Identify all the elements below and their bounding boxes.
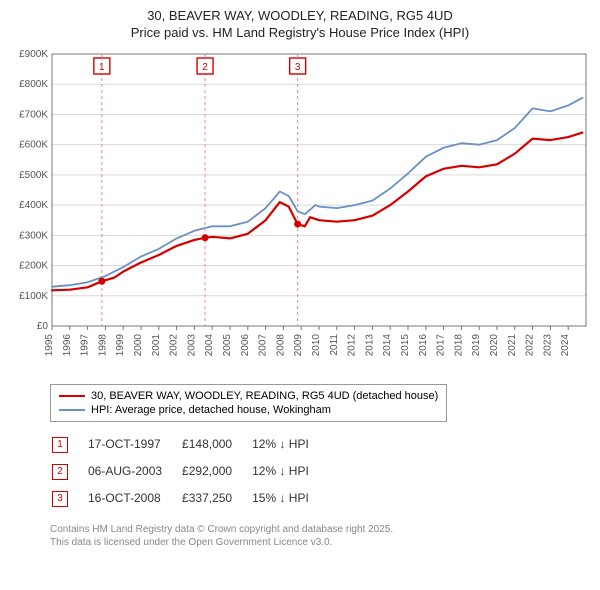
marker-pct: 12% ↓ HPI <box>252 432 327 457</box>
svg-text:2013: 2013 <box>364 333 375 356</box>
marker-date: 17-OCT-1997 <box>88 432 180 457</box>
svg-text:2012: 2012 <box>347 333 358 356</box>
svg-text:1995: 1995 <box>44 333 55 356</box>
svg-text:2002: 2002 <box>169 333 180 356</box>
svg-text:£0: £0 <box>37 321 49 332</box>
marker-number-box: 1 <box>52 437 68 453</box>
legend-item: 30, BEAVER WAY, WOODLEY, READING, RG5 4U… <box>59 389 438 403</box>
svg-text:2019: 2019 <box>471 333 482 356</box>
marker-row: 1 17-OCT-1997£148,00012% ↓ HPI <box>52 432 327 457</box>
title-line2: Price paid vs. HM Land Registry's House … <box>10 25 590 42</box>
svg-text:£300K: £300K <box>19 230 48 241</box>
legend-label: 30, BEAVER WAY, WOODLEY, READING, RG5 4U… <box>91 390 438 402</box>
chart-canvas: £0 £100K £200K £300K £400K £500K £600K £700K £80… <box>10 48 590 378</box>
svg-text:2016: 2016 <box>418 333 429 356</box>
svg-text:£700K: £700K <box>19 109 48 120</box>
legend-item: HPI: Average price, detached house, Woki… <box>59 403 438 417</box>
svg-text:2010: 2010 <box>311 333 322 356</box>
marker-price: £337,250 <box>182 486 250 511</box>
svg-text:2005: 2005 <box>222 333 233 356</box>
svg-text:£500K: £500K <box>19 170 48 181</box>
svg-text:1998: 1998 <box>97 333 108 356</box>
svg-text:£100K: £100K <box>19 291 48 302</box>
marker-number-box: 3 <box>52 491 68 507</box>
svg-text:2024: 2024 <box>560 333 571 356</box>
legend-swatch <box>59 395 85 397</box>
svg-text:2014: 2014 <box>382 333 393 356</box>
svg-text:3: 3 <box>295 62 301 73</box>
svg-text:2021: 2021 <box>507 333 518 356</box>
svg-text:1: 1 <box>99 62 105 73</box>
marker-pct: 15% ↓ HPI <box>252 486 327 511</box>
svg-text:1999: 1999 <box>115 333 126 356</box>
svg-text:2004: 2004 <box>204 333 215 356</box>
title-line1: 30, BEAVER WAY, WOODLEY, READING, RG5 4U… <box>10 8 590 25</box>
svg-text:2008: 2008 <box>275 333 286 356</box>
footer-line1: Contains HM Land Registry data © Crown c… <box>50 523 590 536</box>
svg-text:2003: 2003 <box>186 333 197 356</box>
price-chart: £0 £100K £200K £300K £400K £500K £600K £700K £80… <box>10 48 590 378</box>
marker-price: £292,000 <box>182 459 250 484</box>
svg-text:£800K: £800K <box>19 79 48 90</box>
marker-row: 2 06-AUG-2003£292,00012% ↓ HPI <box>52 459 327 484</box>
svg-text:2006: 2006 <box>240 333 251 356</box>
svg-text:2023: 2023 <box>542 333 553 356</box>
markers-table: 1 17-OCT-1997£148,00012% ↓ HPI 2 06-AUG-200… <box>50 430 329 513</box>
marker-price: £148,000 <box>182 432 250 457</box>
footer-attribution: Contains HM Land Registry data © Crown c… <box>50 523 590 549</box>
svg-text:2007: 2007 <box>258 333 269 356</box>
marker-date: 16-OCT-2008 <box>88 486 180 511</box>
marker-number-box: 2 <box>52 464 68 480</box>
svg-text:2018: 2018 <box>453 333 464 356</box>
svg-text:£400K: £400K <box>19 200 48 211</box>
svg-text:1997: 1997 <box>80 333 91 356</box>
svg-text:£200K: £200K <box>19 260 48 271</box>
svg-text:2: 2 <box>202 62 208 73</box>
svg-text:2020: 2020 <box>489 333 500 356</box>
svg-text:2001: 2001 <box>151 333 162 356</box>
svg-text:2011: 2011 <box>329 333 340 355</box>
svg-text:£900K: £900K <box>19 49 48 60</box>
footer-line2: This data is licensed under the Open Gov… <box>50 536 590 549</box>
marker-pct: 12% ↓ HPI <box>252 459 327 484</box>
svg-text:2000: 2000 <box>133 333 144 356</box>
svg-text:2022: 2022 <box>525 333 536 356</box>
svg-text:2017: 2017 <box>436 333 447 356</box>
svg-text:2009: 2009 <box>293 333 304 356</box>
svg-text:£600K: £600K <box>19 139 48 150</box>
svg-text:2015: 2015 <box>400 333 411 356</box>
marker-row: 3 16-OCT-2008£337,25015% ↓ HPI <box>52 486 327 511</box>
marker-date: 06-AUG-2003 <box>88 459 180 484</box>
legend-swatch <box>59 409 85 411</box>
svg-text:1996: 1996 <box>62 333 73 356</box>
legend: 30, BEAVER WAY, WOODLEY, READING, RG5 4U… <box>50 384 447 422</box>
legend-label: HPI: Average price, detached house, Woki… <box>91 404 331 416</box>
chart-title: 30, BEAVER WAY, WOODLEY, READING, RG5 4U… <box>10 8 590 42</box>
